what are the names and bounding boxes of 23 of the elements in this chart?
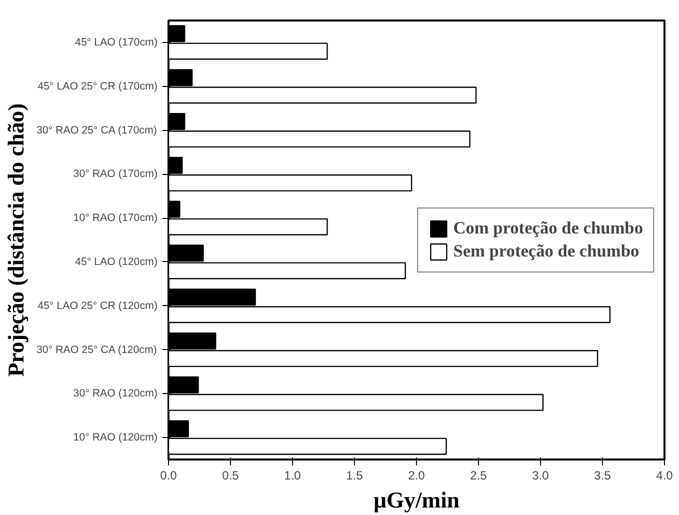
x-tick-label: 0.5 [222, 468, 240, 482]
y-tick-label: 45° LAO (170cm) [75, 36, 158, 48]
x-tick-label: 1.0 [284, 468, 302, 482]
y-tick-label: 30° RAO 25° CA (120cm) [36, 344, 157, 356]
x-tick-label: 3.0 [532, 468, 550, 482]
y-axis-title: Projeção (distância do chão) [3, 103, 28, 377]
legend-label: Sem proteção de chumbo [453, 241, 640, 261]
y-tick-label: 45° LAO (120cm) [75, 256, 158, 268]
y-tick-label: 30° RAO 25° CA (170cm) [36, 124, 157, 136]
x-tick-label: 1.5 [346, 468, 364, 482]
y-tick-label: 45° LAO 25° CR (120cm) [38, 300, 158, 312]
y-tick-label: 10° RAO (170cm) [73, 212, 158, 224]
legend-label: Com proteção de chumbo [453, 218, 643, 238]
x-tick-label: 2.0 [408, 468, 426, 482]
y-tick-label: 30° RAO (120cm) [73, 388, 158, 400]
x-tick-label: 2.5 [470, 468, 488, 482]
x-axis-title: µGy/min [373, 488, 460, 512]
y-tick-label: 45° LAO 25° CR (170cm) [38, 80, 158, 92]
y-tick-label: 10° RAO (120cm) [73, 432, 158, 444]
x-tick-label: 3.5 [594, 468, 612, 482]
x-tick-label: 4.0 [656, 468, 674, 482]
y-tick-label: 30° RAO (170cm) [73, 168, 158, 180]
x-tick-label: 0.0 [160, 468, 178, 482]
